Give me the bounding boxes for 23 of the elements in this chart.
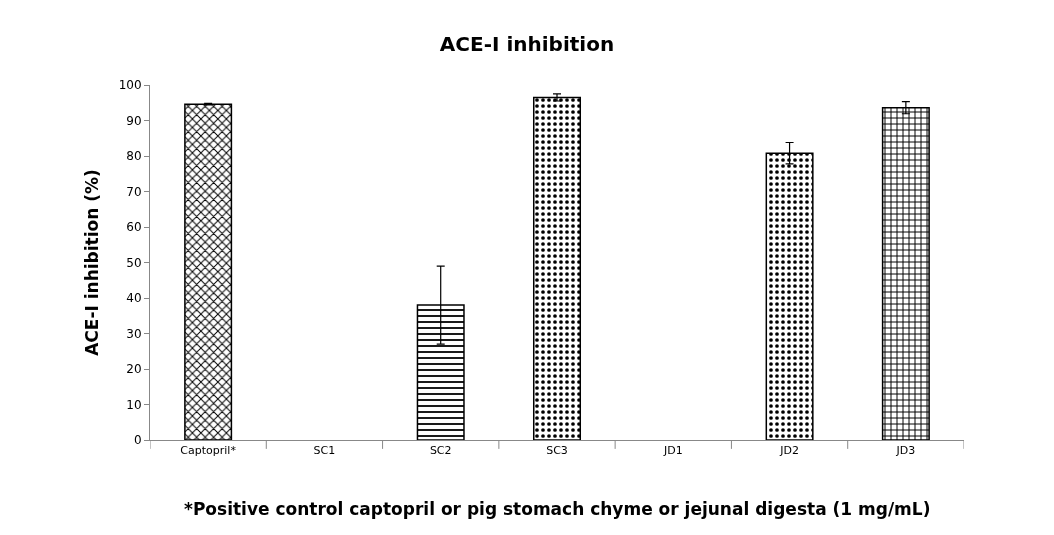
x-tick-label: Captopril* xyxy=(180,444,237,458)
text: *Positive control captopril or pig stomach chyme or jejunal digesta (1 mg/mL) xyxy=(184,499,931,519)
x-tick-label: JD2 xyxy=(779,444,799,458)
bar xyxy=(184,103,233,440)
y-tick-label: 20 xyxy=(126,362,142,377)
y-tick-label: 100 xyxy=(118,78,142,93)
x-tick-label: SC1 xyxy=(313,444,336,458)
x-tick-label: JD3 xyxy=(895,444,916,458)
y-tick-label: 30 xyxy=(126,326,142,341)
x-tick-label: SC3 xyxy=(546,444,568,458)
y-axis-title: ACE-I inhibition (%) xyxy=(82,169,103,356)
y-tick-label: 0 xyxy=(133,433,142,448)
x-tick-label: JD1 xyxy=(662,444,683,458)
y-tick-label: 10 xyxy=(126,397,142,412)
x-tick-label: SC2 xyxy=(429,444,452,458)
chart-title: ACE-I inhibition xyxy=(439,32,615,57)
y-tick-label: 60 xyxy=(126,220,142,235)
y-tick-label: 90 xyxy=(126,113,142,128)
y-tick-label: 40 xyxy=(126,291,142,306)
y-tick-label: 80 xyxy=(126,149,142,164)
bar xyxy=(532,96,582,440)
y-tick-label: 70 xyxy=(126,184,142,199)
y-tick-label: 50 xyxy=(126,255,142,270)
